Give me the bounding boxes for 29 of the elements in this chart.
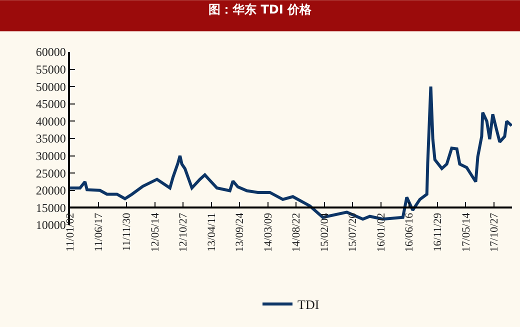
x-tick-label: 13/04/11	[206, 212, 218, 252]
x-tick-label: 12/10/27	[178, 212, 190, 252]
x-tick-label: 14/08/22	[290, 212, 303, 252]
y-tick-label: 60000	[36, 45, 66, 60]
y-tick-label: 50000	[36, 80, 66, 94]
y-tick-label: 15000	[36, 200, 66, 215]
y-tick-label: 20000	[36, 184, 66, 198]
x-tick-label: 14/03/09	[262, 212, 274, 252]
x-tick-label: 16/01/02	[375, 212, 388, 252]
x-tick-label: 13/09/24	[234, 212, 246, 252]
x-tick-label: 16/06/16	[404, 212, 416, 252]
y-tick-label: 10000	[36, 218, 66, 232]
x-tick-label: 11/06/17	[92, 212, 105, 252]
x-tick-label: 17/05/14	[460, 212, 472, 252]
x-tick-label: 17/10/27	[488, 212, 501, 252]
chart-title: 图：华东 TDI 价格	[208, 2, 312, 16]
x-tick-label: 16/11/29	[432, 212, 444, 252]
x-tick-label: 15/07/20	[347, 212, 360, 252]
x-tick-label: 15/02/04	[318, 212, 331, 252]
y-tick-label: 45000	[36, 97, 66, 112]
y-tick-label: 55000	[36, 62, 66, 76]
x-tick-label: 11/01/02	[64, 212, 77, 252]
y-tick-label: 30000	[36, 149, 66, 163]
y-tick-label: 25000	[36, 166, 66, 180]
y-tick-label: 35000	[36, 132, 66, 146]
x-tick-label: 12/05/14	[149, 212, 162, 252]
x-tick-label: 11/11/30	[121, 212, 134, 252]
legend-label: TDI	[298, 297, 320, 312]
y-tick-label: 40000	[36, 114, 66, 128]
